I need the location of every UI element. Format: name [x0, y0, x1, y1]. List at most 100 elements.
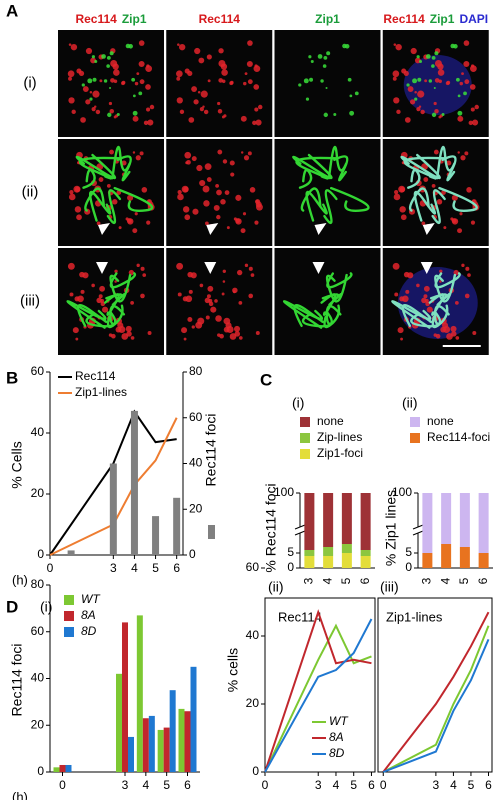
- rec114-focus: [108, 101, 113, 106]
- rec114-focus: [459, 81, 464, 86]
- bar: [109, 463, 117, 555]
- rec114-focus: [116, 190, 122, 195]
- rec114-focus: [188, 289, 193, 294]
- rec114-focus: [68, 97, 75, 104]
- rec114-focus: [434, 78, 440, 83]
- rec114-focus: [136, 72, 140, 76]
- column-header: Rec114 Zip1 DAPI: [383, 12, 488, 26]
- rec114-focus: [248, 266, 253, 271]
- rec114-focus: [459, 212, 463, 216]
- axis-break: [294, 524, 306, 530]
- zip1-focus: [106, 55, 111, 60]
- zip1-line: [85, 311, 117, 328]
- rec114-focus: [132, 151, 136, 154]
- rec114-focus: [420, 109, 425, 115]
- legend-label: Zip-lines: [317, 430, 362, 444]
- rec114-focus: [446, 160, 452, 166]
- y-tick-label: 60: [246, 560, 260, 574]
- bar-segment: [459, 547, 470, 568]
- y-tick-label: 0: [405, 560, 412, 574]
- y2-tick-label: 60: [189, 410, 203, 424]
- zip1-line: [305, 190, 328, 222]
- arrowhead: [206, 223, 219, 235]
- bar-segment: [323, 493, 334, 547]
- zip1-line: [407, 168, 421, 189]
- rec114-focus: [204, 163, 212, 170]
- zip1-line: [441, 155, 457, 182]
- rec114-focus: [443, 226, 447, 230]
- rec114-focus: [257, 104, 263, 110]
- zip1-focus: [323, 55, 328, 60]
- y-tick-label: 0: [37, 547, 44, 561]
- zip1-focus: [412, 78, 418, 84]
- zip1-focus: [326, 51, 331, 56]
- rec114-focus: [255, 331, 260, 335]
- rec114-focus: [141, 187, 148, 193]
- zip1-focus: [453, 44, 458, 49]
- zip1-line: [293, 304, 324, 328]
- zip1-focus: [431, 112, 437, 118]
- rec114-focus: [194, 47, 201, 55]
- rec114-focus: [110, 78, 115, 83]
- y-tick-label: 60: [31, 364, 45, 378]
- x-tick-label: 5: [468, 778, 475, 792]
- rec114-focus: [217, 109, 223, 114]
- rec114-focus: [238, 301, 243, 305]
- rec114-focus: [409, 99, 416, 105]
- rec114-focus: [147, 331, 152, 335]
- rec114-focus: [130, 336, 135, 340]
- zip1-focus: [457, 110, 463, 116]
- rec114-focus: [114, 280, 117, 283]
- zip1-line: [82, 168, 96, 189]
- zip1-focus: [425, 54, 431, 59]
- zip1-focus: [87, 78, 93, 84]
- rec114-focus: [182, 206, 190, 213]
- rec114-focus: [140, 266, 145, 271]
- zip1-line: [400, 153, 441, 180]
- zip1-line: [320, 293, 337, 316]
- dapi-signal: [403, 55, 472, 115]
- legend-label: Rec114: [75, 369, 116, 383]
- rec114-focus: [254, 64, 258, 68]
- zip1-focus: [322, 64, 327, 68]
- rec114-focus: [132, 228, 138, 234]
- rec114-focus: [407, 86, 414, 92]
- y-tick-label: 100: [392, 485, 412, 499]
- zip1-focus: [419, 60, 423, 64]
- column-header: Rec114 Zip1: [75, 12, 146, 26]
- series-line: [382, 625, 490, 773]
- rec114-focus: [461, 72, 464, 76]
- x-tick-label: 0: [380, 778, 387, 792]
- header-word: Zip1: [430, 12, 455, 26]
- rec114-focus: [395, 43, 402, 51]
- rec114-focus: [399, 296, 405, 302]
- rec114-focus: [466, 187, 472, 193]
- rec114-focus: [121, 160, 127, 166]
- micrograph: [382, 30, 489, 137]
- zip1-focus: [109, 51, 114, 56]
- bar-segment: [360, 556, 371, 568]
- micrograph-background: [274, 248, 381, 355]
- y-axis-label: % Rec114 foci: [263, 483, 279, 572]
- rec114-focus: [254, 220, 259, 225]
- x-tick-label: 3: [420, 577, 434, 584]
- zip1-line: [106, 304, 124, 329]
- bar: [184, 711, 191, 772]
- zip1-line: [116, 155, 132, 182]
- zip1-line: [391, 300, 432, 329]
- y-tick-label: 60: [31, 624, 45, 638]
- rec114-focus: [111, 333, 116, 339]
- rec114-focus: [177, 43, 180, 46]
- zip1-line: [333, 155, 349, 182]
- rec114-focus: [121, 80, 126, 85]
- zip1-focus: [103, 79, 108, 83]
- rec114-focus: [215, 315, 222, 322]
- zip1-focus: [91, 55, 95, 59]
- rec114-focus: [423, 177, 429, 182]
- legend-label: Rec114-foci: [427, 430, 490, 444]
- bar-segment: [478, 493, 489, 553]
- rec114-focus: [436, 199, 443, 205]
- header-word: DAPI: [459, 12, 488, 26]
- zip1-focus: [417, 77, 422, 82]
